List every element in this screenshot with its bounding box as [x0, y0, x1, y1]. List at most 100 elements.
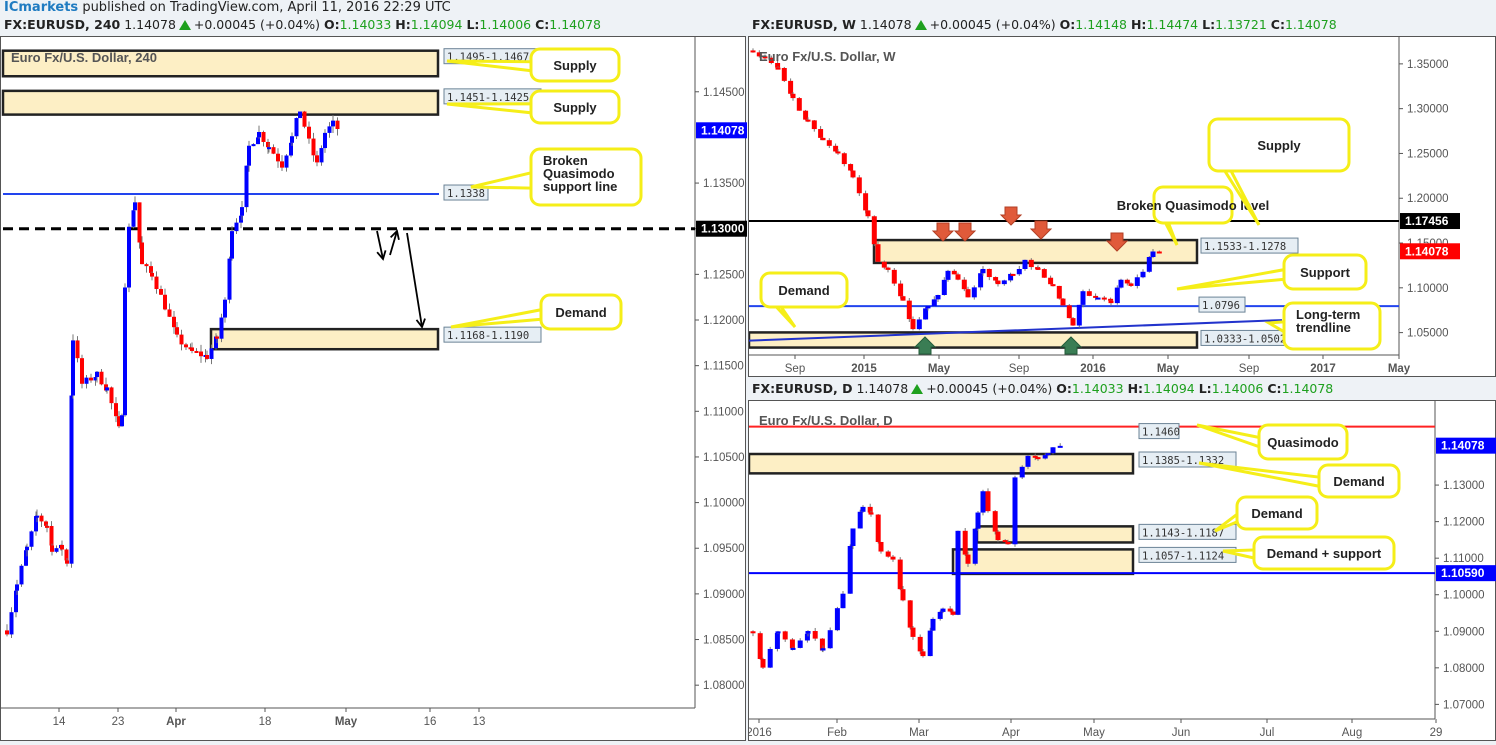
candle-body: [993, 277, 999, 281]
candle-body: [951, 270, 957, 275]
arrow-head-icon: [415, 318, 426, 329]
candle-body: [1128, 283, 1134, 286]
candle-body: [900, 296, 906, 301]
candle-body: [920, 651, 926, 657]
candle-body: [788, 80, 794, 94]
candle-body: [150, 272, 154, 277]
weekly-chart[interactable]: 1.350001.300001.250001.200001.150001.100…: [749, 37, 1496, 378]
candle-body: [972, 528, 978, 564]
price-tag-label: 1.10590: [1441, 566, 1485, 580]
red-down-arrow-icon: [931, 222, 955, 242]
candle-body: [289, 142, 293, 156]
candle-body: [311, 138, 316, 156]
candle-body: [781, 67, 787, 81]
callout-text: Supply: [553, 58, 597, 73]
x-tick-label: Sep: [1239, 363, 1259, 375]
candle-body: [965, 289, 971, 298]
zone-tag: 1.1533-1.1278: [1200, 237, 1299, 254]
zone-demand: [749, 452, 1135, 475]
h4-chart[interactable]: 1.14500 1.13500 1.13000 1.12500 1.12000 1.115…: [1, 37, 747, 742]
candle-body: [820, 137, 826, 141]
candle-body: [319, 148, 324, 163]
annotation-callout: Demand + support: [1222, 535, 1396, 571]
h4-chart-panel[interactable]: 1.14500 1.13500 1.13000 1.12500 1.12000 1.115…: [0, 36, 747, 742]
candle-body: [257, 132, 261, 138]
candle-body: [127, 226, 131, 288]
y-tick-label: 1.10000: [1443, 590, 1485, 602]
candle-body: [133, 202, 137, 211]
candle-body: [137, 202, 142, 243]
annotation-callout: Broken Quasimodo level: [1117, 185, 1269, 246]
up-triangle-icon: [911, 384, 924, 394]
chart-title: Euro Fx/U.S. Dollar, 240: [11, 50, 157, 65]
x-tick-label: Mar: [909, 727, 929, 739]
candle-body: [930, 618, 936, 631]
annotation-callout: Quasimodo: [1196, 423, 1349, 461]
candle-body: [25, 546, 29, 551]
x-tick-label: Sep: [1009, 363, 1029, 375]
candle-body: [19, 565, 24, 585]
x-tick-label: Jun: [1172, 727, 1191, 739]
candle-body: [775, 67, 781, 70]
candle-body: [131, 210, 136, 227]
candle-body: [1093, 295, 1099, 298]
candle-body: [985, 491, 991, 512]
candle-body: [885, 551, 891, 557]
annotation-callout: Supply: [446, 47, 621, 83]
callout-text: Supply: [553, 100, 597, 115]
callout-box: [759, 271, 849, 309]
price-tag: [1400, 243, 1460, 260]
candle-body: [955, 530, 961, 615]
y-tick-label: 1.05000: [1407, 328, 1449, 340]
candle-body: [1045, 453, 1051, 456]
candle-body: [261, 132, 266, 142]
zone-tag: 1.1143-1.1187: [1138, 523, 1237, 540]
x-tick-label: May: [335, 716, 358, 728]
price-tag-label: 1.14078: [1441, 439, 1485, 453]
publisher-brand[interactable]: ICmarkets: [4, 0, 79, 15]
y-tick-label: 1.07000: [1443, 699, 1485, 711]
candle-body: [945, 270, 951, 280]
candle-body: [114, 403, 118, 417]
chart-title: Euro Fx/U.S. Dollar, D: [759, 413, 893, 428]
price-tag: [1436, 437, 1496, 454]
candle-body: [1057, 445, 1063, 448]
candle-body: [205, 355, 209, 359]
candle-body: [860, 506, 866, 512]
zone-tag: 1.0333-1.0502: [1200, 329, 1299, 346]
candle-body: [961, 279, 967, 290]
price-tag-label: 1.13000: [701, 222, 745, 236]
candle-body: [910, 319, 916, 330]
level-tag-label: 1.1338: [447, 188, 485, 200]
h4-header: FX:EURUSD, 240 1.14078 +0.00045 (+0.04%) …: [4, 17, 601, 32]
callout-box: [529, 47, 621, 83]
candle-body: [1101, 297, 1107, 300]
callout-text: Demand: [1333, 474, 1384, 489]
callout-text: Broken Quasimodo level: [1117, 198, 1269, 213]
daily-chart-panel[interactable]: 1.13000 1.12000 1.11000 1.10000 1.09000 1.080…: [748, 400, 1496, 741]
candle-body: [760, 658, 766, 668]
candle-body: [850, 170, 856, 178]
candle-body: [768, 57, 774, 63]
daily-chart[interactable]: 1.13000 1.12000 1.11000 1.10000 1.09000 1.080…: [749, 401, 1496, 742]
candle-body: [105, 387, 109, 391]
candle-body: [1022, 259, 1028, 269]
callout-text: Supply: [1257, 138, 1301, 153]
zone-tag-label: 1.1168-1.1190: [447, 330, 529, 342]
candle-body: [247, 145, 251, 166]
zone-tag-label: 1.1057-1.1124: [1142, 550, 1224, 562]
level-tag-label: 1.1460: [1142, 427, 1180, 439]
candle-body: [947, 608, 953, 612]
candle-body: [1150, 251, 1156, 258]
candle-body: [782, 631, 788, 640]
candle-body: [109, 387, 114, 404]
candle-body: [307, 126, 311, 139]
candle-body: [775, 631, 781, 634]
trendline: [749, 319, 1283, 342]
zone-tag: 1.1168-1.1190: [443, 326, 542, 343]
weekly-chart-panel[interactable]: 1.350001.300001.250001.200001.150001.100…: [748, 36, 1496, 377]
candle-body: [271, 147, 276, 154]
price-tag: [1400, 213, 1460, 230]
candle-body: [1002, 540, 1008, 543]
candle-body: [863, 193, 869, 211]
